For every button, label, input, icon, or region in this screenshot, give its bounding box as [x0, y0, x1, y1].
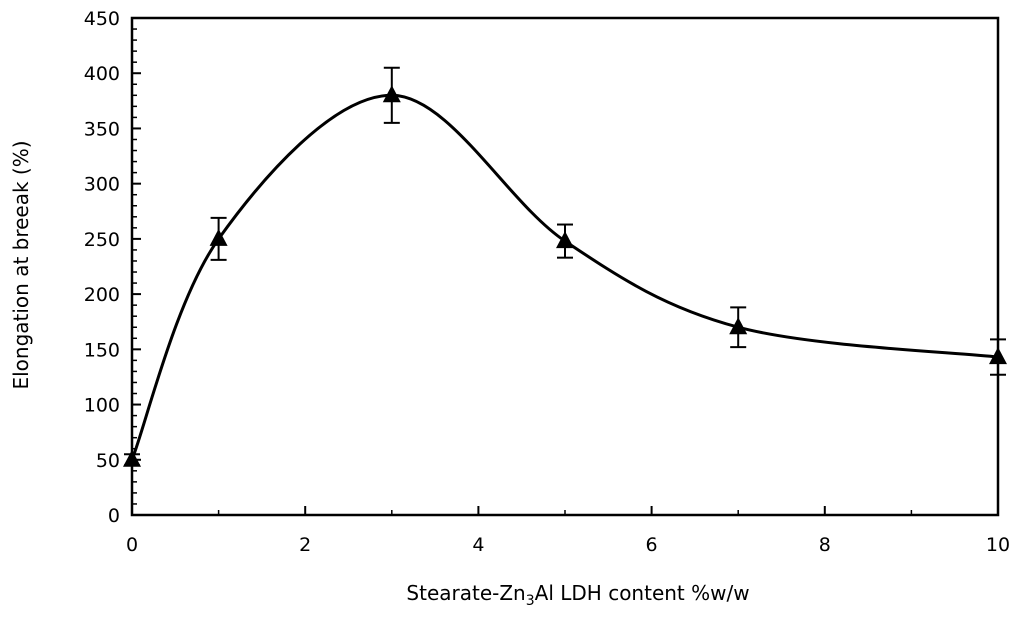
x-axis-title-subscript: 3: [526, 593, 535, 609]
y-tick-label: 300: [84, 174, 120, 196]
x-axis-title-prefix: Stearate-Zn: [406, 581, 525, 605]
trend-curve-group: [130, 93, 999, 461]
error-bars: [124, 66, 1006, 467]
x-axis-title-suffix: Al LDH content %w/w: [535, 581, 750, 605]
plot-frame: [130, 16, 1000, 517]
x-tick-label: 6: [646, 534, 658, 556]
y-axis-title: Elongation at breeak (%): [9, 140, 33, 389]
x-tick-label: 8: [819, 534, 831, 556]
y-tick-label: 100: [84, 395, 120, 417]
y-tick-label: 450: [84, 8, 120, 30]
y-tick-label: 250: [84, 229, 120, 251]
y-tick-label: 50: [96, 450, 120, 472]
x-tick-label: 2: [299, 534, 311, 556]
x-tick-label: 4: [472, 534, 484, 556]
data-points: [123, 85, 1007, 467]
data-point: [556, 231, 574, 249]
x-tick-label: 10: [986, 534, 1010, 556]
y-tick-label: 150: [84, 339, 120, 361]
x-tick-label: 0: [126, 534, 138, 556]
data-point: [729, 317, 748, 335]
data-point: [989, 347, 1007, 365]
y-tick-label: 350: [84, 118, 120, 140]
data-point: [209, 228, 228, 246]
y-tick-label: 0: [108, 505, 120, 527]
axes: 0 50 100 150 200 250 300 350 400 450 0 2 4 6 8 10: [84, 8, 1010, 556]
trend-curve: [130, 93, 999, 461]
y-tick-label: 400: [84, 63, 120, 85]
data-point: [382, 85, 401, 103]
y-tick-label: 200: [84, 284, 120, 306]
x-axis-title: Stearate-Zn3Al LDH content %w/w: [406, 581, 749, 609]
data-point: [123, 449, 141, 467]
